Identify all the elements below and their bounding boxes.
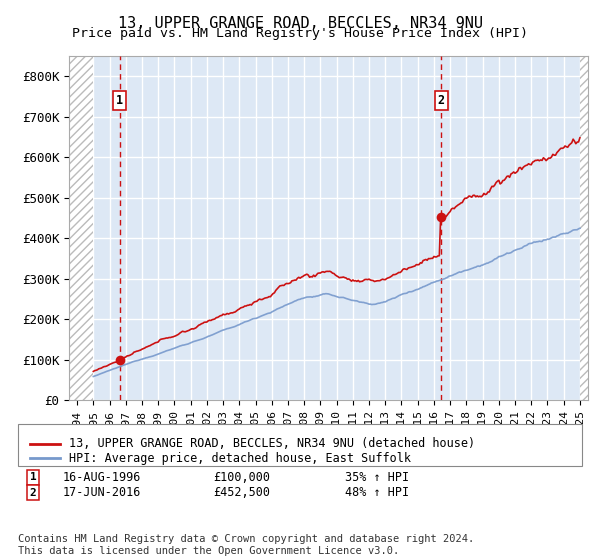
Text: 2: 2: [438, 94, 445, 107]
Text: 48% ↑ HPI: 48% ↑ HPI: [345, 486, 409, 500]
Text: Contains HM Land Registry data © Crown copyright and database right 2024.
This d: Contains HM Land Registry data © Crown c…: [18, 534, 474, 556]
Text: £100,000: £100,000: [213, 470, 270, 484]
Text: 16-AUG-1996: 16-AUG-1996: [63, 470, 142, 484]
Text: Price paid vs. HM Land Registry's House Price Index (HPI): Price paid vs. HM Land Registry's House …: [72, 27, 528, 40]
Bar: [69, 56, 94, 400]
Text: 35% ↑ HPI: 35% ↑ HPI: [345, 470, 409, 484]
Text: 13, UPPER GRANGE ROAD, BECCLES, NR34 9NU (detached house): 13, UPPER GRANGE ROAD, BECCLES, NR34 9NU…: [69, 437, 475, 450]
Text: 13, UPPER GRANGE ROAD, BECCLES, NR34 9NU: 13, UPPER GRANGE ROAD, BECCLES, NR34 9NU: [118, 16, 482, 31]
Text: 1: 1: [29, 472, 37, 482]
Text: 1: 1: [116, 94, 123, 107]
Bar: [580, 56, 588, 400]
Text: 17-JUN-2016: 17-JUN-2016: [63, 486, 142, 500]
Text: HPI: Average price, detached house, East Suffolk: HPI: Average price, detached house, East…: [69, 451, 411, 465]
Text: £452,500: £452,500: [213, 486, 270, 500]
Text: 2: 2: [29, 488, 37, 498]
